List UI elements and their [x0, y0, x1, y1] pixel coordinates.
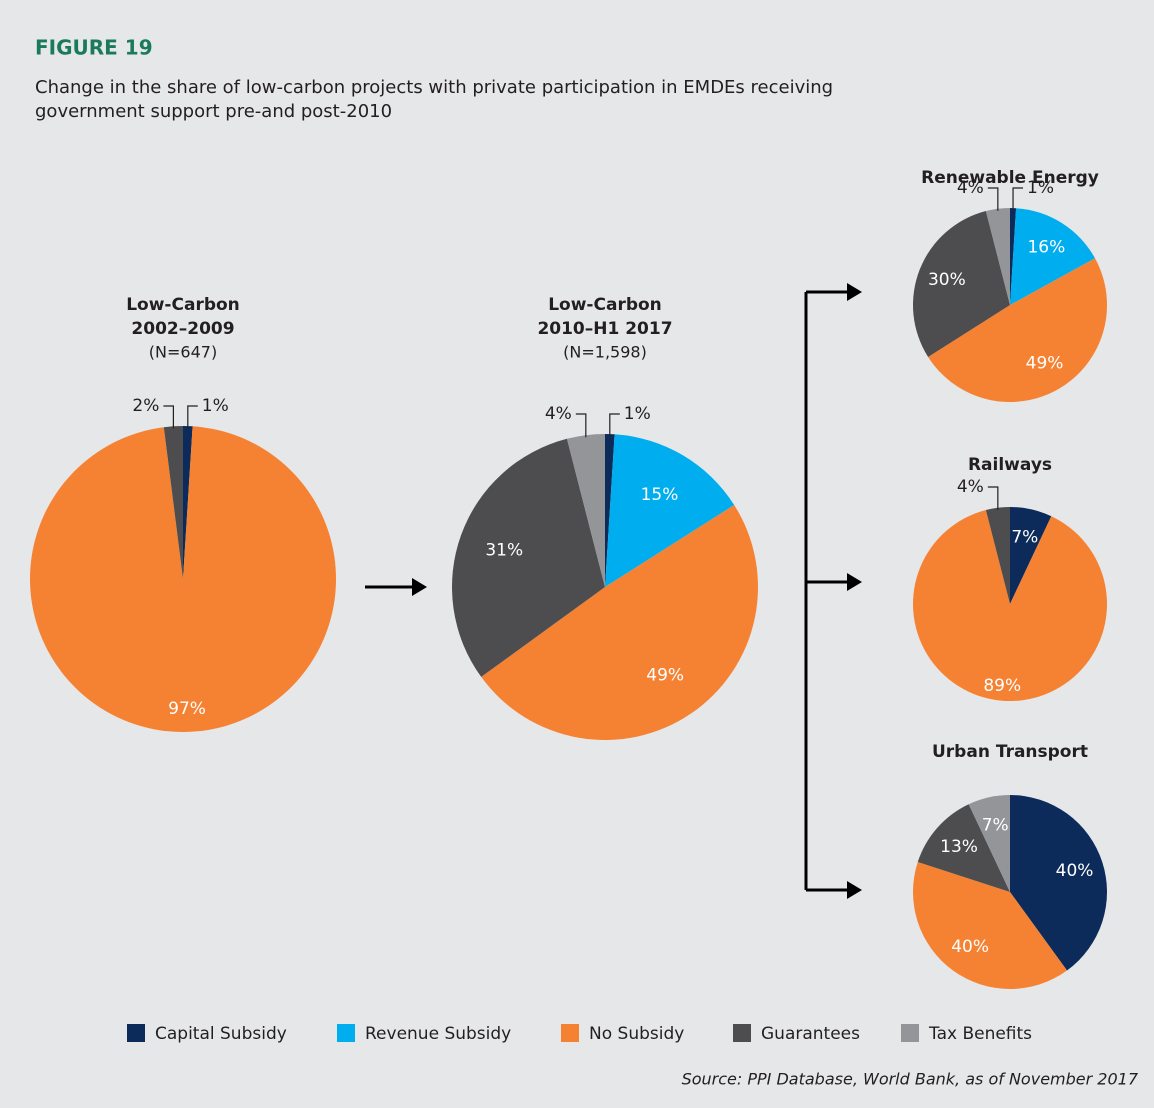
legend-swatch — [337, 1024, 355, 1042]
pie-slice — [917, 804, 1010, 892]
legend-swatch — [127, 1024, 145, 1042]
pie-title: Urban Transport — [932, 742, 1088, 762]
legend-swatch — [901, 1024, 919, 1042]
legend-label: Revenue Subsidy — [365, 1024, 511, 1044]
data-label: 13% — [940, 837, 978, 857]
data-label: 7% — [1011, 528, 1038, 548]
pie-slice — [481, 505, 758, 740]
pie-slice — [912, 510, 1107, 701]
legend-swatch — [733, 1024, 751, 1042]
figure-title: Change in the share of low-carbon projec… — [35, 77, 833, 98]
pie-title: Low-Carbon — [548, 295, 662, 315]
pie-slice — [928, 258, 1107, 402]
leader-line — [987, 486, 999, 510]
pie-slice — [30, 426, 337, 732]
data-label: 1% — [202, 396, 229, 416]
pie-slice — [985, 208, 1010, 305]
pie-slice — [968, 795, 1010, 892]
leader-line — [609, 413, 620, 437]
pie-title: 2002–2009 — [131, 319, 234, 339]
data-label: 4% — [957, 477, 984, 497]
pie-slice — [1010, 507, 1052, 604]
pie-note: (N=647) — [149, 343, 217, 362]
leader-line — [163, 405, 174, 429]
pie-slice — [1010, 795, 1107, 971]
pie-slice — [1010, 208, 1096, 305]
legend-swatch — [561, 1024, 579, 1042]
data-label: 1% — [624, 404, 651, 424]
data-label: 30% — [928, 270, 966, 290]
data-label: 49% — [646, 666, 684, 686]
pie-slice — [566, 434, 605, 587]
legend-label: Tax Benefits — [928, 1024, 1032, 1044]
pie-slice — [163, 426, 183, 579]
legend-label: Guarantees — [761, 1024, 860, 1044]
data-label: 97% — [168, 699, 206, 719]
source: Source: PPI Database, World Bank, as of … — [682, 1070, 1139, 1089]
pie-slice — [1010, 208, 1017, 305]
pie-title: 2010–H1 2017 — [537, 319, 672, 339]
data-label: 49% — [1026, 353, 1064, 373]
arrow — [365, 290, 850, 892]
legend-label: No Subsidy — [589, 1024, 684, 1044]
legend-label: Capital Subsidy — [155, 1024, 287, 1044]
figure-title: government support pre-and post-2010 — [35, 101, 392, 122]
leader-line — [575, 413, 587, 438]
pie-title: Low-Carbon — [126, 295, 240, 315]
data-label: 89% — [983, 676, 1021, 696]
pie-slice — [985, 507, 1010, 604]
data-label: 7% — [982, 816, 1009, 836]
data-label: 1% — [1027, 178, 1054, 198]
data-label: 4% — [545, 404, 572, 424]
pie-slice — [912, 862, 1068, 990]
pie-note: (N=1,598) — [563, 343, 647, 362]
data-label: 31% — [485, 541, 523, 561]
data-label: 40% — [1056, 861, 1094, 881]
figure-label: FIGURE 19 — [35, 36, 153, 60]
pie-slice — [605, 434, 615, 587]
pie-slice — [913, 211, 1010, 357]
pie-slice — [605, 434, 735, 587]
data-label: 2% — [132, 396, 159, 416]
pie-slice — [183, 426, 193, 579]
arrowhead — [412, 283, 862, 899]
leader-line — [987, 187, 999, 211]
data-label: 16% — [1027, 238, 1065, 258]
pie-slice — [452, 438, 605, 677]
data-label: 40% — [951, 937, 989, 957]
pie-title: Renewable Energy — [921, 168, 1099, 188]
data-label: 15% — [641, 485, 679, 505]
pie-title: Railways — [968, 455, 1052, 475]
data-label: 4% — [957, 178, 984, 198]
leader-line — [187, 405, 198, 429]
leader-line — [1012, 187, 1024, 211]
